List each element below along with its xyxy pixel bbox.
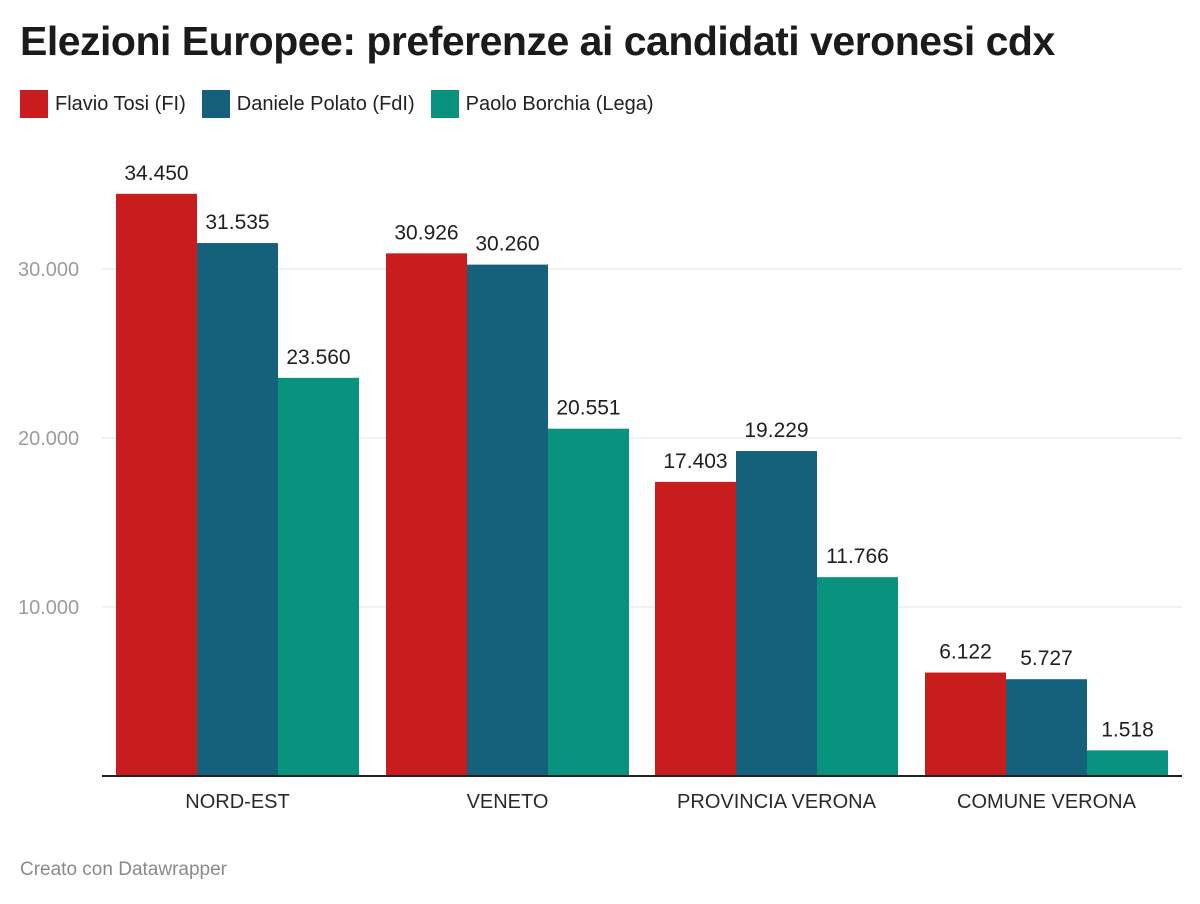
- bar: [386, 253, 467, 777]
- footer-credit: Creato con Datawrapper: [20, 859, 227, 880]
- x-tick-label: VENETO: [467, 791, 549, 813]
- y-tick-label: 20.000: [18, 428, 79, 450]
- legend-item-borchia: Paolo Borchia (Lega): [430, 90, 654, 118]
- legend-swatch-polato: [201, 90, 230, 118]
- legend-label-polato: Daniele Polato (FdI): [236, 92, 415, 115]
- data-label: 30.260: [475, 233, 539, 256]
- data-label: 17.403: [663, 450, 727, 473]
- bar: [548, 428, 629, 776]
- data-label: 11.766: [826, 545, 889, 568]
- bar: [278, 377, 359, 776]
- legend-swatch-borchia: [430, 90, 459, 118]
- data-label: 1.518: [1101, 718, 1154, 741]
- legend: Flavio Tosi (FI) Daniele Polato (FdI) Pa…: [20, 90, 670, 118]
- bar: [197, 243, 278, 777]
- legend-item-polato: Daniele Polato (FdI): [201, 90, 415, 118]
- x-tick-label: PROVINCIA VERONA: [677, 791, 877, 813]
- data-label: 31.535: [205, 211, 269, 234]
- legend-item-tosi: Flavio Tosi (FI): [20, 90, 186, 118]
- data-label: 23.560: [286, 346, 350, 369]
- bar: [736, 451, 817, 776]
- bar: [1006, 679, 1087, 776]
- data-label: 19.229: [744, 419, 808, 442]
- data-label: 30.926: [394, 221, 458, 244]
- bar: [467, 264, 548, 776]
- chart-title: Elezioni Europee: preferenze ai candidat…: [20, 18, 1055, 64]
- legend-label-borchia: Paolo Borchia (Lega): [465, 92, 654, 115]
- y-tick-label: 10.000: [18, 597, 79, 619]
- x-tick-label: COMUNE VERONA: [957, 791, 1137, 813]
- data-label: 34.450: [124, 162, 188, 185]
- bar: [1087, 750, 1168, 776]
- data-label: 5.727: [1020, 647, 1073, 670]
- legend-swatch-tosi: [20, 90, 48, 118]
- x-tick-label: NORD-EST: [185, 791, 289, 813]
- data-label: 20.551: [556, 397, 620, 420]
- data-label: 6.122: [939, 641, 992, 664]
- bar: [116, 193, 197, 777]
- bar: [925, 672, 1006, 776]
- bar: [655, 481, 736, 776]
- legend-label-tosi: Flavio Tosi (FI): [55, 92, 186, 115]
- bar: [817, 577, 898, 776]
- y-tick-label: 30.000: [18, 259, 79, 281]
